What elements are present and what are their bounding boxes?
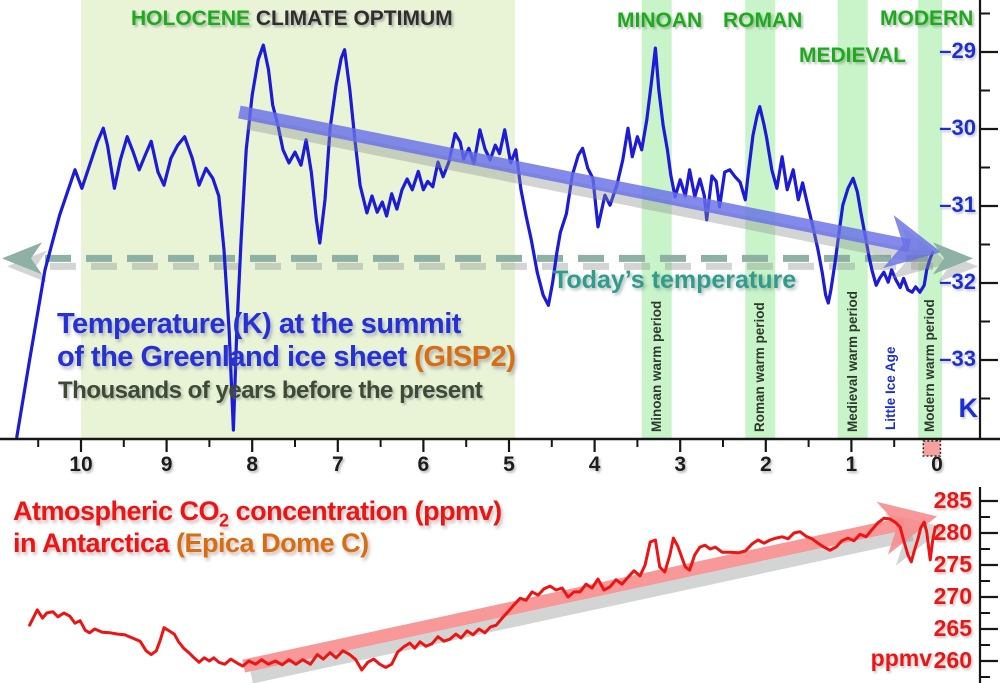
co2-title-line2: in Antarctica (Epica Dome C) xyxy=(13,528,369,559)
co2-title-line1: Atmospheric CO2 concentration (ppmv) xyxy=(13,496,502,531)
x-tick-label: 7 xyxy=(331,453,344,476)
top-chart-subtitle: Thousands of years before the present xyxy=(58,377,483,404)
bottom-y-tick-label: 270 xyxy=(933,583,972,609)
top-y-tick-label: –31 xyxy=(939,192,976,217)
top-y-tick-label: –33 xyxy=(939,346,976,371)
title-line2-text: of the Greenland ice sheet xyxy=(57,341,415,373)
co2-series-line xyxy=(28,516,937,672)
x-tick-label: 3 xyxy=(674,453,687,476)
x-tick-label: 2 xyxy=(759,453,772,476)
bottom-y-tick-label: 260 xyxy=(933,647,972,673)
x-tick-label: 6 xyxy=(417,453,430,476)
header-minoan: MINOAN xyxy=(617,9,703,32)
co2-subscript: 2 xyxy=(219,510,229,531)
co2-source-epica: (Epica Dome C) xyxy=(176,528,369,558)
header-modern: MODERN xyxy=(880,7,974,30)
header-medieval: MEDIEVAL xyxy=(799,44,906,67)
ppmv-unit-label: ppmv xyxy=(870,645,932,671)
co2-title-part2: concentration (ppmv) xyxy=(228,496,503,526)
vertical-label-roman-warm-period: Roman warm period xyxy=(752,302,768,432)
top-y-tick-label: –29 xyxy=(939,38,976,63)
kelvin-unit-label: K xyxy=(958,393,979,423)
co2-trend-arrow xyxy=(242,501,937,673)
co2-line2-text: in Antarctica xyxy=(13,528,177,558)
band-holocene-climate-optimum xyxy=(81,0,515,439)
x-tick-label: 8 xyxy=(246,453,259,476)
header-holocene-optimum: HOLOCENE CLIMATE OPTIMUM xyxy=(131,7,453,31)
x-tick-label: 4 xyxy=(588,453,601,476)
vertical-label-minoan-warm-period: Minoan warm period xyxy=(648,300,664,432)
x-tick-label: 1 xyxy=(845,453,858,476)
vertical-label-medieval-warm-period: Medieval warm period xyxy=(844,290,860,432)
top-y-tick-label: –30 xyxy=(939,115,976,140)
vertical-label-little-ice-age: Little Ice Age xyxy=(882,346,898,430)
vertical-label-modern-warm-period: Modern warm period xyxy=(922,299,938,432)
top-y-tick-label: –32 xyxy=(939,269,976,294)
x-tick-label: 5 xyxy=(503,453,515,476)
header-roman: ROMAN xyxy=(723,9,803,32)
temperature-trend-arrow xyxy=(238,105,942,269)
title-source-gisp2: (GISP2) xyxy=(414,341,516,373)
band-modern-warm-period xyxy=(918,0,943,439)
bottom-y-tick-label: 285 xyxy=(933,487,972,513)
x-tick-label: 9 xyxy=(160,453,173,476)
bottom-y-tick-label: 280 xyxy=(933,519,972,545)
climate-optimum-label: CLIMATE OPTIMUM xyxy=(250,7,453,30)
x-tick-label: 10 xyxy=(69,453,93,476)
bottom-y-tick-label: 265 xyxy=(933,615,972,641)
modern-marker xyxy=(922,440,942,457)
top-chart-title-line1: Temperature (K) at the summit xyxy=(57,308,461,340)
today-line-arrowhead xyxy=(933,242,973,275)
top-chart-title-line2: of the Greenland ice sheet (GISP2) xyxy=(57,341,516,374)
bottom-y-tick-label: 275 xyxy=(933,551,972,577)
x-tick-label: 0 xyxy=(931,453,943,476)
holocene-label: HOLOCENE xyxy=(131,7,251,30)
today-line-arrowhead xyxy=(2,242,42,275)
temperature-series-line xyxy=(15,43,935,439)
co2-title-part1: Atmospheric CO xyxy=(13,496,220,526)
todays-temperature-label: Today’s temperature xyxy=(553,266,797,294)
